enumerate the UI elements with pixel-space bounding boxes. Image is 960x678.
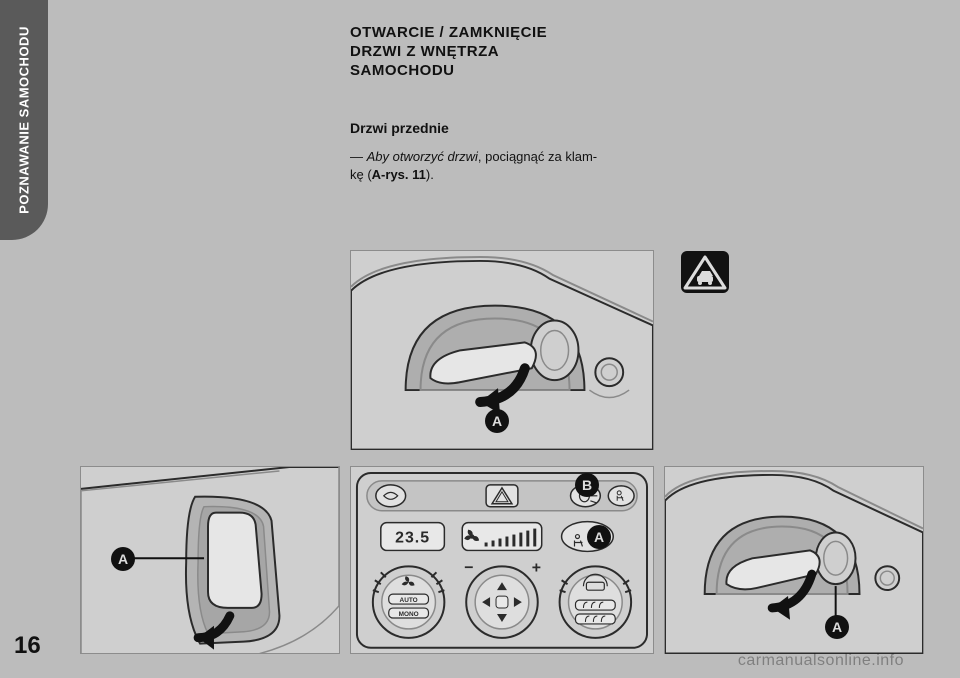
figure-main-door-handle: A — [350, 250, 654, 450]
body-after-italic: , pociągnąć za klam- — [478, 149, 597, 164]
body-line2a: kę ( — [350, 167, 372, 182]
side-tab: POZNAWANIE SAMOCHODU — [0, 0, 48, 240]
marker-a: A — [587, 525, 611, 549]
subheading: Drzwi przednie — [350, 120, 660, 136]
heading-line-1: OTWARCIE / ZAMKNIĘCIE — [350, 24, 547, 41]
warning-triangle — [680, 250, 730, 294]
heading-line-3: SAMOCHODU — [350, 62, 455, 79]
figure-rear-door-lever: A — [80, 466, 340, 654]
marker-a: A — [825, 615, 849, 639]
marker-a: A — [485, 409, 509, 433]
svg-text:+: + — [532, 559, 541, 576]
svg-text:MONO: MONO — [399, 611, 419, 618]
page-number: 16 — [14, 632, 41, 660]
side-tab-label: POZNAWANIE SAMOCHODU — [17, 26, 32, 214]
body-figure-ref: A-rys. 11 — [372, 167, 426, 182]
body-italic: Aby otworzyć drzwi — [367, 149, 478, 164]
body-line2b: ). — [426, 167, 434, 182]
figure-climate-panel: 23.5 — [350, 466, 654, 654]
body-text: — Aby otworzyć drzwi, pociągnąć za klam-… — [350, 148, 660, 183]
watermark: carmanualsonline.info — [738, 652, 904, 670]
section-heading: OTWARCIE / ZAMKNIĘCIE DRZWI Z WNĘTRZA SA… — [350, 24, 660, 80]
svg-text:23.5: 23.5 — [395, 529, 430, 546]
figure-door-handle-rear: A — [664, 466, 924, 654]
svg-text:AUTO: AUTO — [400, 597, 418, 604]
marker-b: B — [575, 473, 599, 497]
heading-line-2: DRZWI Z WNĘTRZA — [350, 43, 499, 60]
svg-text:−: − — [464, 559, 473, 576]
page: POZNAWANIE SAMOCHODU 16 OTWARCIE / ZAMKN… — [0, 0, 960, 678]
body-prefix: — — [350, 149, 367, 164]
marker-a: A — [111, 547, 135, 571]
